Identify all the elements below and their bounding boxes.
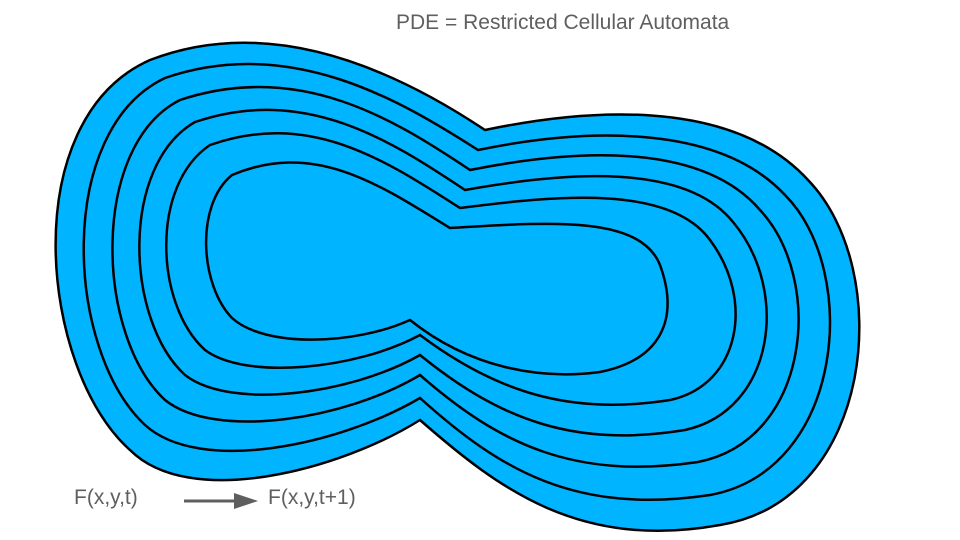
- contour-ring-4: [165, 132, 737, 406]
- contour-ring-3: [138, 108, 768, 437]
- diagram-title: PDE = Restricted Cellular Automata: [396, 11, 730, 34]
- contour-ring-2: [111, 85, 800, 468]
- region-boundary: [54, 41, 861, 533]
- contour-ring-5: [204, 161, 669, 376]
- contour-ring-1: [82, 62, 832, 502]
- formula-current-state: F(x,y,t): [74, 486, 138, 509]
- transition-arrow: [184, 493, 258, 509]
- formula-next-state: F(x,y,t+1): [268, 486, 356, 509]
